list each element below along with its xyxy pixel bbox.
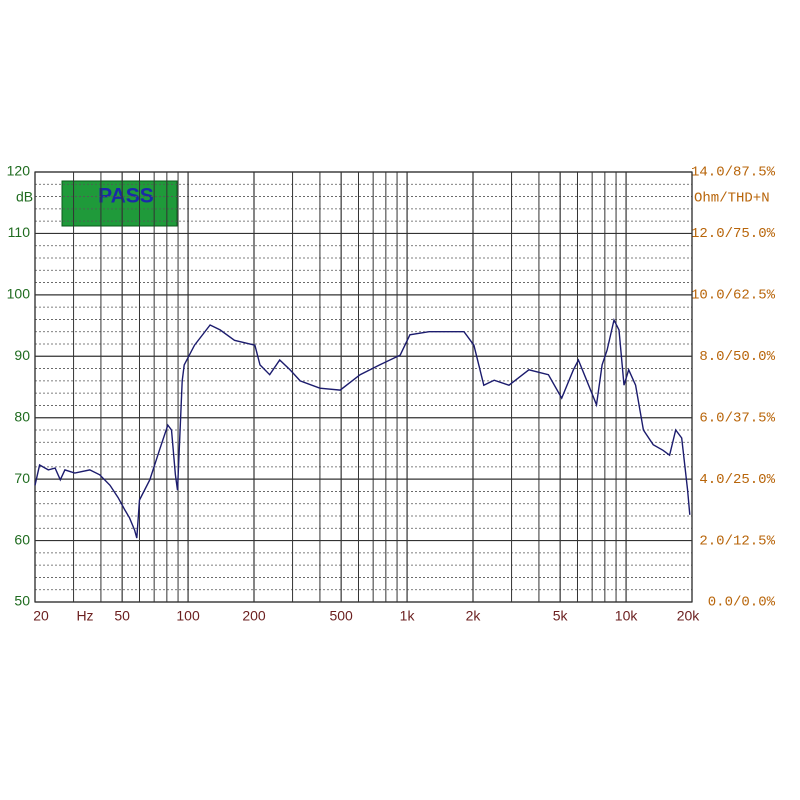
y-tick-label: 60 [14, 531, 30, 547]
x-tick-label: 20k [677, 608, 701, 624]
y-tick-label: 120 [7, 163, 31, 179]
x-tick-label: 10k [615, 608, 639, 624]
y2-axis-label: Ohm/THD+N [694, 191, 770, 207]
x-tick-label: 50 [114, 608, 130, 624]
x-tick-label: 500 [329, 608, 353, 624]
y2-tick-label: 12.0/75.0% [691, 226, 776, 242]
y-tick-label: 110 [8, 224, 31, 240]
x-tick-label: 1k [400, 608, 416, 624]
y-tick-label: 80 [14, 408, 30, 424]
x-unit: Hz [76, 608, 93, 624]
x-tick-label: 20 [33, 608, 49, 624]
y2-tick-label: 6.0/37.5% [699, 410, 775, 426]
y-axis-label: dB [16, 189, 33, 205]
x-tick-label: 200 [242, 608, 266, 624]
y-tick-label: 100 [7, 286, 31, 302]
y2-tick-label: 10.0/62.5% [691, 288, 776, 304]
plot-border [34, 171, 693, 603]
x-tick-label: 100 [176, 608, 200, 624]
badge-text: PASS [98, 185, 154, 208]
y-tick-label: 70 [14, 470, 30, 486]
response-line [34, 317, 691, 539]
y-tick-label: 90 [14, 347, 30, 363]
y-tick-label: 50 [14, 593, 30, 609]
y2-tick-label: 4.0/25.0% [699, 472, 775, 488]
x-tick-label: 5k [553, 608, 569, 624]
y2-tick-label: 2.0/12.5% [699, 533, 775, 549]
pass-badge [61, 180, 178, 227]
y2-tick-label: 14.0/87.5% [691, 165, 776, 181]
x-tick-label: 2k [466, 608, 482, 624]
y2-tick-label: 8.0/50.0% [699, 349, 775, 365]
y2-tick-label: 0.0/0.0% [708, 595, 776, 611]
